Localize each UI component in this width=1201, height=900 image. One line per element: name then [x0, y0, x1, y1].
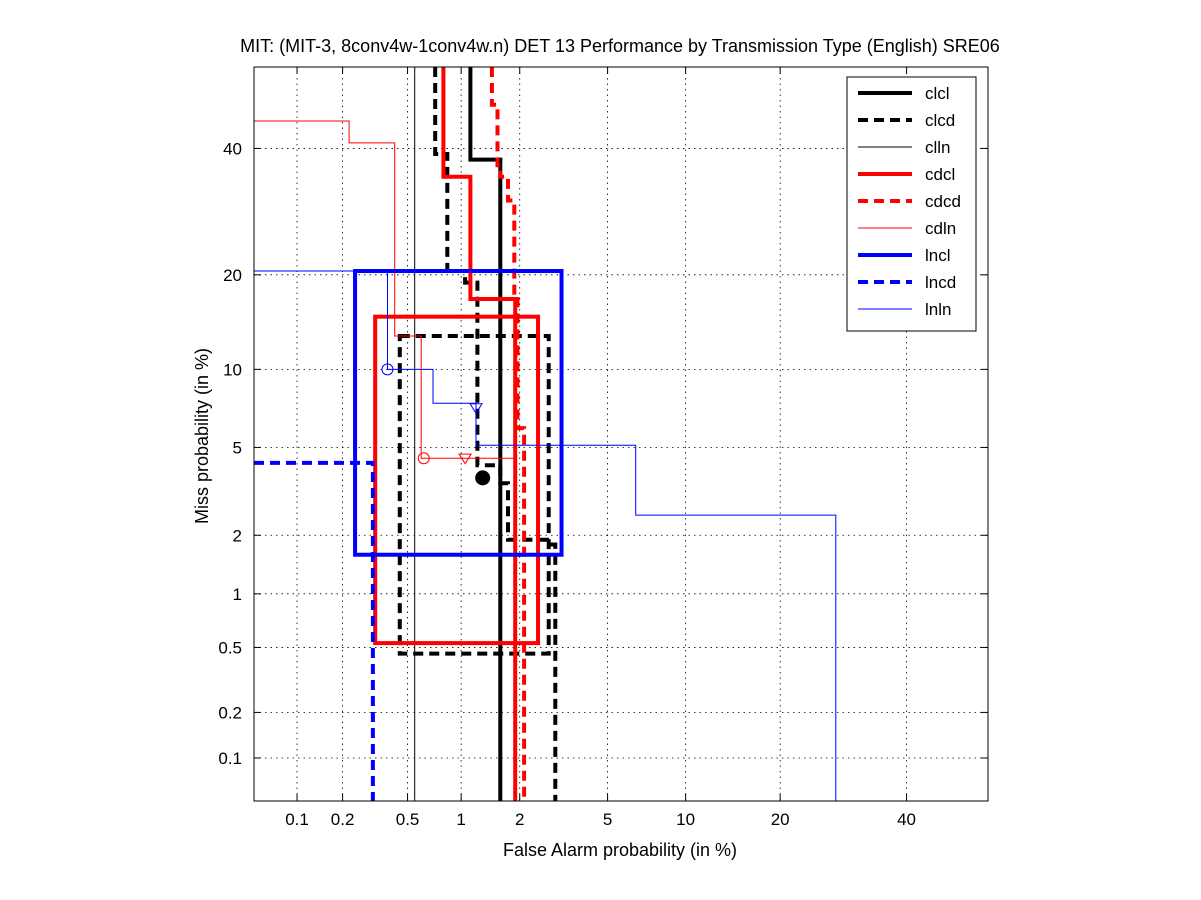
x-tick-label: 20	[771, 810, 790, 829]
x-tick-label: 0.1	[285, 810, 309, 829]
x-tick-label: 1	[456, 810, 465, 829]
y-tick-label: 10	[223, 360, 242, 379]
y-tick-label: 20	[223, 266, 242, 285]
legend-label-lncd: lncd	[925, 273, 956, 292]
legend-label-lnln: lnln	[925, 300, 951, 319]
marker-cdln-0	[417, 452, 430, 465]
series-curve-cdcd	[489, 67, 527, 801]
x-tick-label: 2	[515, 810, 524, 829]
series-curve-clcd	[433, 67, 558, 801]
series-curve-clcl	[468, 67, 503, 801]
marker-clcd	[475, 470, 491, 486]
x-axis-label: False Alarm probability (in %)	[503, 840, 737, 860]
axes-frame	[253, 66, 989, 802]
x-tick-label: 5	[603, 810, 612, 829]
y-tick-label: 0.2	[218, 703, 242, 722]
curves-group	[254, 67, 837, 801]
y-tick-label: 5	[233, 438, 242, 457]
series-curve-lncd	[254, 460, 375, 801]
y-tick-label: 1	[233, 585, 242, 604]
y-tick-label: 0.1	[218, 749, 242, 768]
x-tick-label: 0.5	[396, 810, 420, 829]
chart-title: MIT: (MIT-3, 8conv4w-1conv4w.n) DET 13 P…	[240, 36, 1000, 56]
legend: clcl clcd clln cdcl cdcd cdln lncl lncd lnln	[846, 76, 977, 332]
legend-label-cdcl: cdcl	[925, 165, 955, 184]
series-curve-cdln	[254, 120, 516, 459]
confidence-box-lncl	[353, 269, 564, 557]
series-curve-cdcl	[441, 67, 518, 801]
x-tick-label: 0.2	[331, 810, 355, 829]
confidence-box-clcd	[397, 334, 551, 656]
x-tick-label: 10	[676, 810, 695, 829]
y-tick-label: 40	[223, 139, 242, 158]
x-tick-label: 40	[897, 810, 916, 829]
marker-lnln-0	[381, 363, 394, 376]
y-tick-label: 2	[233, 526, 242, 545]
legend-label-clcl: clcl	[925, 84, 950, 103]
legend-label-clcd: clcd	[925, 111, 955, 130]
legend-label-clln: clln	[925, 138, 951, 157]
marker-cdln-1	[458, 453, 473, 465]
legend-label-cdcd: cdcd	[925, 192, 961, 211]
confidence-box-cdcl	[373, 314, 541, 646]
marker-lnln-1	[469, 403, 483, 415]
y-tick-label: 0.5	[218, 638, 242, 657]
legend-label-lncl: lncl	[925, 246, 951, 265]
legend-label-cdln: cdln	[925, 219, 956, 238]
y-axis-label: Miss probability (in %)	[192, 348, 212, 524]
